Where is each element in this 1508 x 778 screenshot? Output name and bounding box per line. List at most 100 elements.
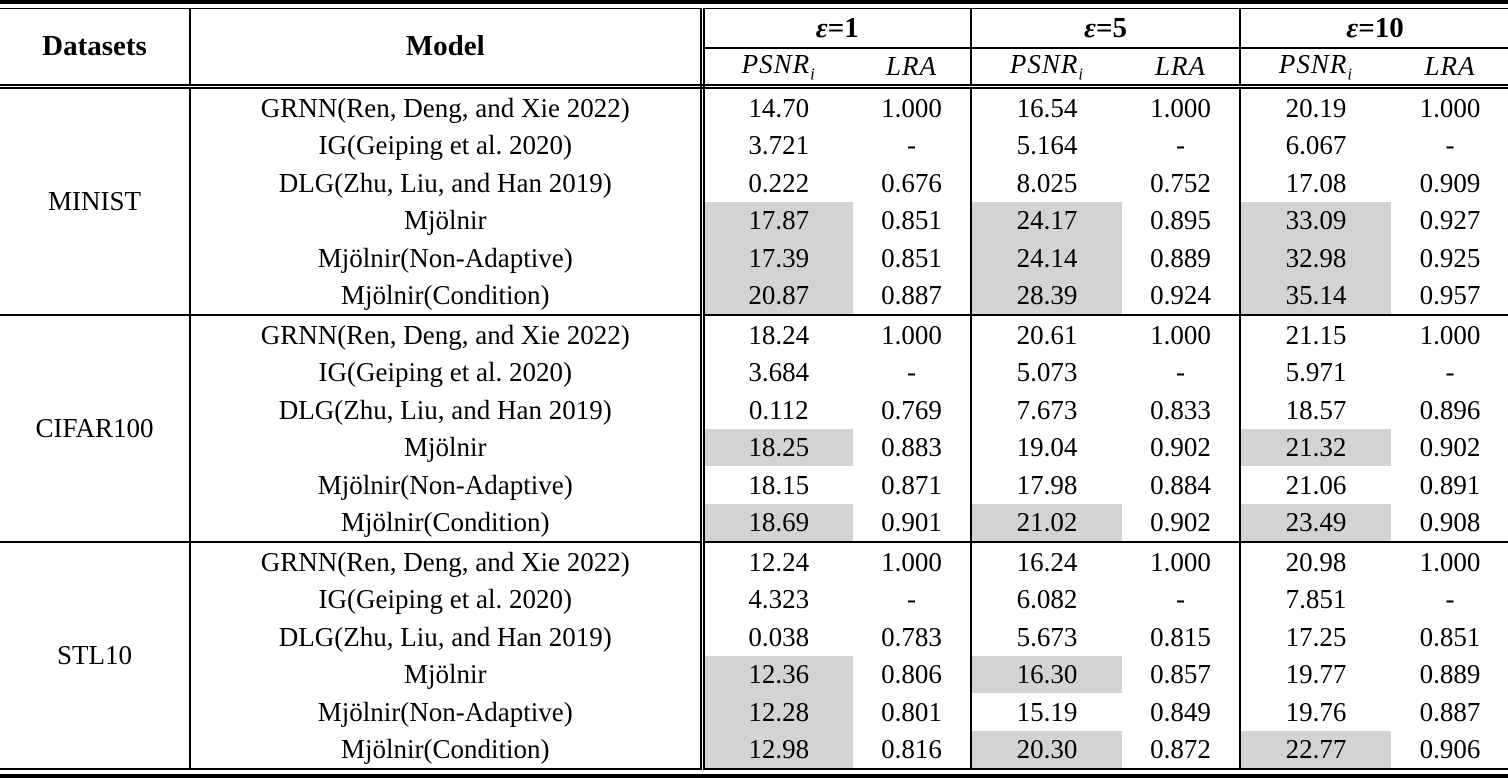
header-psnr: PSNRi (971, 48, 1122, 90)
model-label: DLG(Zhu, Liu, and Han 2019) (190, 618, 705, 656)
psnr-value: 4.323 (748, 584, 810, 615)
lra-value: 1.000 (1419, 92, 1481, 123)
psnr-value: 7.673 (1016, 394, 1078, 425)
psnr-value: 16.24 (1016, 546, 1078, 577)
psnr-value: 17.39 (702, 239, 853, 277)
psnr-value: 17.87 (702, 201, 853, 240)
psnr-value: 17.25 (1285, 621, 1347, 652)
table-row: Mjölnir(Non-Adaptive) 18.15 0.871 17.98 0.88… (0, 466, 1508, 504)
psnr-value: 19.76 (1285, 696, 1347, 727)
lra-value: 0.769 (853, 391, 972, 429)
lra-value: 1.000 (853, 315, 972, 354)
epsilon-symbol: ε (815, 11, 828, 44)
model-label: IG(Geiping et al. 2020) (190, 126, 705, 165)
lra-value: 0.884 (1122, 466, 1241, 504)
lra-value: - (1445, 357, 1455, 388)
psnr-value: 6.082 (1016, 584, 1078, 615)
lra-value: 0.833 (1122, 391, 1241, 429)
psnr-value: 18.57 (1285, 394, 1347, 425)
psnr-value: 0.222 (748, 167, 810, 198)
epsilon-symbol: ε (1084, 11, 1096, 44)
psnr-value: 16.54 (1016, 92, 1078, 123)
table-row: IG(Geiping et al. 2020) 3.684 - 5.073 - 5.971… (0, 353, 1508, 392)
psnr-value: 8.025 (1016, 167, 1078, 198)
table-row: Mjölnir 17.87 0.851 24.17 0.895 33.09 0.927 (0, 201, 1508, 240)
model-label: DLG(Zhu, Liu, and Han 2019) (190, 164, 705, 202)
psnr-value: 24.17 (971, 201, 1122, 240)
lra-value: - (1122, 580, 1241, 619)
psnr-subscript: i (810, 64, 816, 84)
lra-value: - (1122, 353, 1241, 392)
lra-value: 0.871 (853, 466, 972, 504)
lra-label: LRA (885, 51, 937, 82)
psnr-value: 5.073 (1016, 357, 1078, 388)
lra-value: - (853, 353, 972, 392)
model-label: Mjölnir (190, 655, 705, 694)
header-lra: LRA (1391, 48, 1508, 90)
table-row: Mjölnir 12.36 0.806 16.30 0.857 19.77 0.889 (0, 655, 1508, 694)
lra-value: 1.000 (1419, 546, 1481, 577)
lra-value: 0.902 (1122, 428, 1241, 467)
lra-value: 0.906 (1419, 734, 1481, 765)
psnr-value: 20.61 (1016, 319, 1078, 350)
table-row: STL10 GRNN(Ren, Deng, and Xie 2022) 12.24 1… (0, 542, 1508, 770)
psnr-value: 21.15 (1285, 319, 1347, 350)
model-label: Mjölnir (190, 201, 705, 240)
lra-value: 0.815 (1122, 618, 1241, 656)
psnr-value: 16.30 (971, 655, 1122, 694)
table-row: CIFAR100 GRNN(Ren, Deng, and Xie 2022) 18.… (0, 315, 1508, 544)
lra-value: 0.849 (1122, 693, 1241, 731)
psnr-value: 7.851 (1285, 584, 1347, 615)
header-row-metrics: PSNRi LRA PSNRi LRA PSNRi LRA (0, 48, 1508, 90)
table-row: Mjölnir(Condition) 18.69 0.901 21.02 0.902 23… (0, 503, 1508, 544)
header-lra: LRA (1122, 48, 1241, 90)
header-psnr: PSNRi (1240, 48, 1391, 90)
psnr-value: 23.49 (1240, 503, 1391, 544)
psnr-value: 15.19 (1016, 696, 1078, 727)
psnr-value: 21.06 (1285, 469, 1347, 500)
psnr-value: 19.77 (1285, 659, 1347, 690)
lra-value: 0.676 (853, 164, 972, 202)
lra-value: 0.816 (853, 730, 972, 770)
lra-value: 0.902 (1122, 503, 1241, 544)
model-label: Mjölnir(Non-Adaptive) (190, 693, 705, 731)
psnr-value: 3.721 (748, 130, 810, 161)
results-table: Datasets Model ε=1 ε=5 ε=10 PSNRi LRA PS… (0, 8, 1508, 771)
psnr-value: 17.98 (1016, 469, 1078, 500)
header-lra: LRA (853, 48, 972, 90)
header-epsilon-10: ε=10 (1240, 8, 1508, 49)
lra-value: 0.909 (1419, 167, 1481, 198)
lra-value: 1.000 (1122, 542, 1241, 581)
dataset-label: MINIST (0, 86, 191, 317)
psnr-value: 20.19 (1285, 92, 1347, 123)
lra-value: 0.806 (853, 655, 972, 694)
model-label: IG(Geiping et al. 2020) (190, 353, 705, 392)
psnr-value: 20.98 (1285, 546, 1347, 577)
lra-value: 1.000 (1419, 319, 1481, 350)
psnr-value: 32.98 (1240, 239, 1391, 277)
psnr-value: 5.971 (1285, 357, 1347, 388)
dataset-label: STL10 (0, 542, 191, 770)
dataset-label: CIFAR100 (0, 315, 191, 544)
psnr-value: 22.77 (1240, 730, 1391, 770)
psnr-value: 12.24 (748, 546, 810, 577)
model-label: Mjölnir(Non-Adaptive) (190, 239, 705, 277)
table-row: Mjölnir 18.25 0.883 19.04 0.902 21.32 0.902 (0, 428, 1508, 467)
header-row-epsilon: Datasets Model ε=1 ε=5 ε=10 (0, 8, 1508, 90)
epsilon-value: =10 (1358, 11, 1404, 44)
table-row: DLG(Zhu, Liu, and Han 2019) 0.038 0.783 5.6… (0, 618, 1508, 656)
lra-label: LRA (1424, 51, 1476, 82)
lra-value: 0.927 (1419, 205, 1481, 236)
psnr-label: PSNR (1009, 49, 1079, 79)
psnr-value: 18.25 (702, 428, 853, 467)
lra-value: 0.801 (853, 693, 972, 731)
lra-value: 0.957 (1391, 276, 1508, 317)
psnr-value: 35.14 (1240, 276, 1391, 317)
lra-value: - (1445, 130, 1455, 161)
psnr-value: 18.15 (748, 469, 810, 500)
lra-value: 0.895 (1122, 201, 1241, 240)
psnr-value: 28.39 (971, 276, 1122, 317)
table-header: Datasets Model ε=1 ε=5 ε=10 PSNRi LRA PS… (0, 8, 1508, 90)
